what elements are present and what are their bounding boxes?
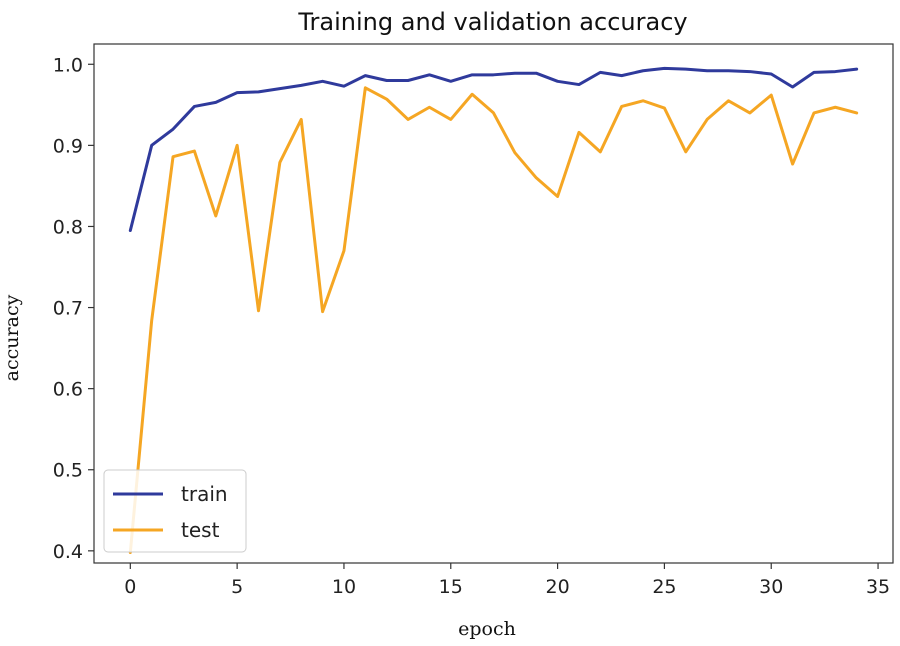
x-tick-label: 0	[124, 576, 136, 598]
y-tick-label: 0.6	[53, 379, 83, 401]
y-tick-label: 0.7	[53, 298, 83, 320]
x-axis: 0 5 10 15 20 25 30 35	[124, 563, 890, 598]
x-tick-label: 25	[652, 576, 676, 598]
legend-label-train: train	[181, 482, 228, 506]
x-tick-label: 15	[439, 576, 463, 598]
y-axis: 0.4 0.5 0.6 0.7 0.8 0.9 1.0	[53, 54, 94, 563]
legend: train test	[103, 469, 247, 553]
y-axis-label: accuracy	[1, 294, 23, 381]
legend-label-test: test	[181, 518, 220, 542]
x-tick-label: 20	[545, 576, 569, 598]
y-tick-label: 1.0	[53, 54, 83, 76]
chart-title: Training and validation accuracy	[297, 8, 687, 36]
x-axis-label: epoch	[458, 618, 516, 640]
series-line-train	[128, 66, 859, 233]
y-tick-label: 0.8	[53, 216, 83, 238]
x-tick-label: 10	[332, 576, 356, 598]
x-tick-label: 30	[759, 576, 783, 598]
x-tick-label: 5	[231, 576, 243, 598]
y-tick-label: 0.4	[53, 541, 83, 563]
series-line-test	[128, 86, 859, 554]
y-tick-label: 0.5	[53, 460, 83, 482]
series-lines	[128, 66, 859, 554]
x-tick-label: 35	[866, 576, 890, 598]
y-tick-label: 0.9	[53, 135, 83, 157]
